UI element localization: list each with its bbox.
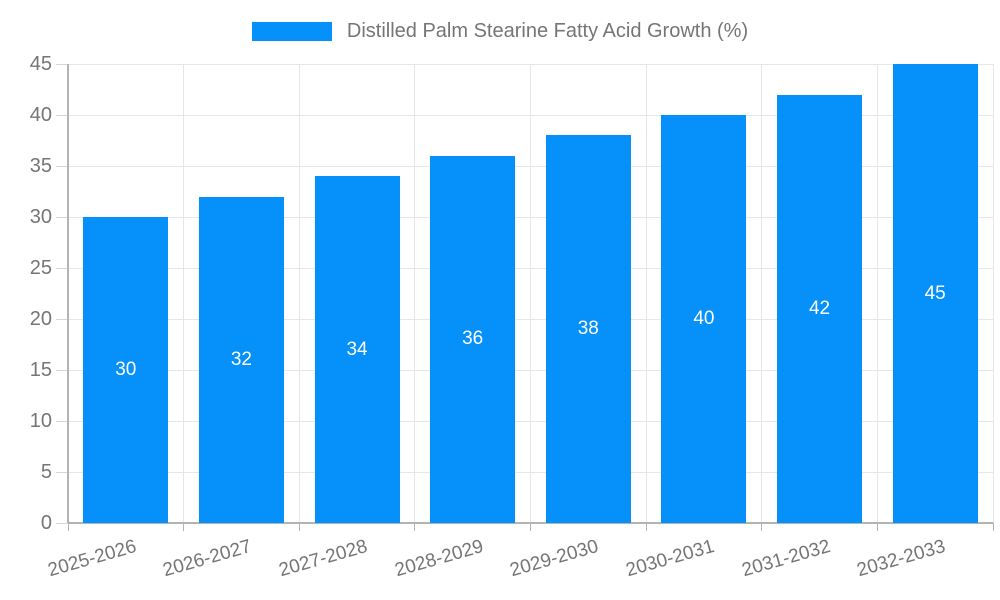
x-axis-line <box>68 522 993 524</box>
bar[interactable] <box>83 217 169 523</box>
x-axis-tick-label: 2029-2030 <box>507 536 602 582</box>
bar[interactable] <box>545 135 631 523</box>
gridline-vertical <box>645 64 647 523</box>
y-axis-tick <box>56 522 68 524</box>
y-axis-tick-label: 45 <box>29 53 52 75</box>
y-axis-tick-label: 35 <box>29 155 52 177</box>
x-axis-tick-label: 2031-2032 <box>739 536 833 582</box>
y-axis-tick-label: 0 <box>40 512 52 534</box>
bar[interactable] <box>314 176 400 523</box>
x-axis-tick <box>876 523 878 531</box>
legend-label: Distilled Palm Stearine Fatty Acid Growt… <box>346 19 749 42</box>
x-axis-tick-label: 2032-2033 <box>854 536 948 582</box>
bar-value-label: 45 <box>924 282 946 304</box>
legend-item[interactable]: Distilled Palm Stearine Fatty Acid Growt… <box>0 13 1000 49</box>
x-axis-tick <box>67 523 69 531</box>
gridline-vertical <box>761 64 763 523</box>
x-axis-tick <box>645 523 647 531</box>
x-axis-tick <box>992 523 994 531</box>
gridline-vertical <box>992 64 994 523</box>
y-axis-tick <box>56 267 68 269</box>
y-axis-tick <box>56 369 68 371</box>
x-axis-tick <box>761 523 763 531</box>
bar-value-label: 38 <box>577 318 599 340</box>
y-axis-tick-label: 30 <box>29 206 52 228</box>
x-axis-tick <box>183 523 185 531</box>
legend-swatch <box>251 21 332 41</box>
y-axis-tick-label: 20 <box>29 308 52 330</box>
gridline-vertical <box>414 64 416 523</box>
y-axis-tick-label: 25 <box>29 257 52 279</box>
bar[interactable] <box>777 94 863 523</box>
bar[interactable] <box>892 64 978 523</box>
y-axis-tick <box>56 216 68 218</box>
y-axis-tick <box>56 165 68 167</box>
bar-value-label: 34 <box>346 338 368 360</box>
x-axis-tick-label: 2030-2031 <box>623 536 717 582</box>
bar-value-label: 40 <box>693 308 715 329</box>
y-axis-tick <box>56 63 68 65</box>
bar[interactable] <box>661 115 747 523</box>
bar[interactable] <box>198 196 284 523</box>
x-axis-tick-label: 2025-2026 <box>45 536 139 582</box>
bar-value-label: 30 <box>115 359 137 380</box>
y-axis-tick <box>56 420 68 422</box>
y-axis-tick-label: 40 <box>29 104 52 126</box>
x-axis-tick <box>298 523 300 531</box>
gridline-vertical <box>876 64 878 523</box>
gridline-vertical <box>183 64 185 523</box>
y-axis-line <box>67 64 69 523</box>
x-axis-tick-label: 2026-2027 <box>161 536 255 582</box>
x-axis-tick <box>414 523 416 531</box>
y-axis-tick <box>56 471 68 473</box>
bar[interactable] <box>430 155 516 523</box>
bar-value-label: 32 <box>230 348 252 370</box>
gridline-vertical <box>298 64 300 523</box>
gridline-vertical <box>530 64 531 523</box>
y-axis-tick-label: 10 <box>29 410 52 432</box>
x-axis-tick <box>530 523 531 531</box>
x-axis-tick-label: 2028-2029 <box>392 536 486 582</box>
bar-value-label: 36 <box>462 328 484 350</box>
y-axis-tick <box>56 114 68 116</box>
y-axis-tick-label: 5 <box>40 461 52 483</box>
y-axis-tick <box>56 318 68 320</box>
y-axis-tick-label: 15 <box>29 359 52 381</box>
bar-value-label: 42 <box>808 297 831 319</box>
x-axis-tick-label: 2027-2028 <box>276 536 370 582</box>
